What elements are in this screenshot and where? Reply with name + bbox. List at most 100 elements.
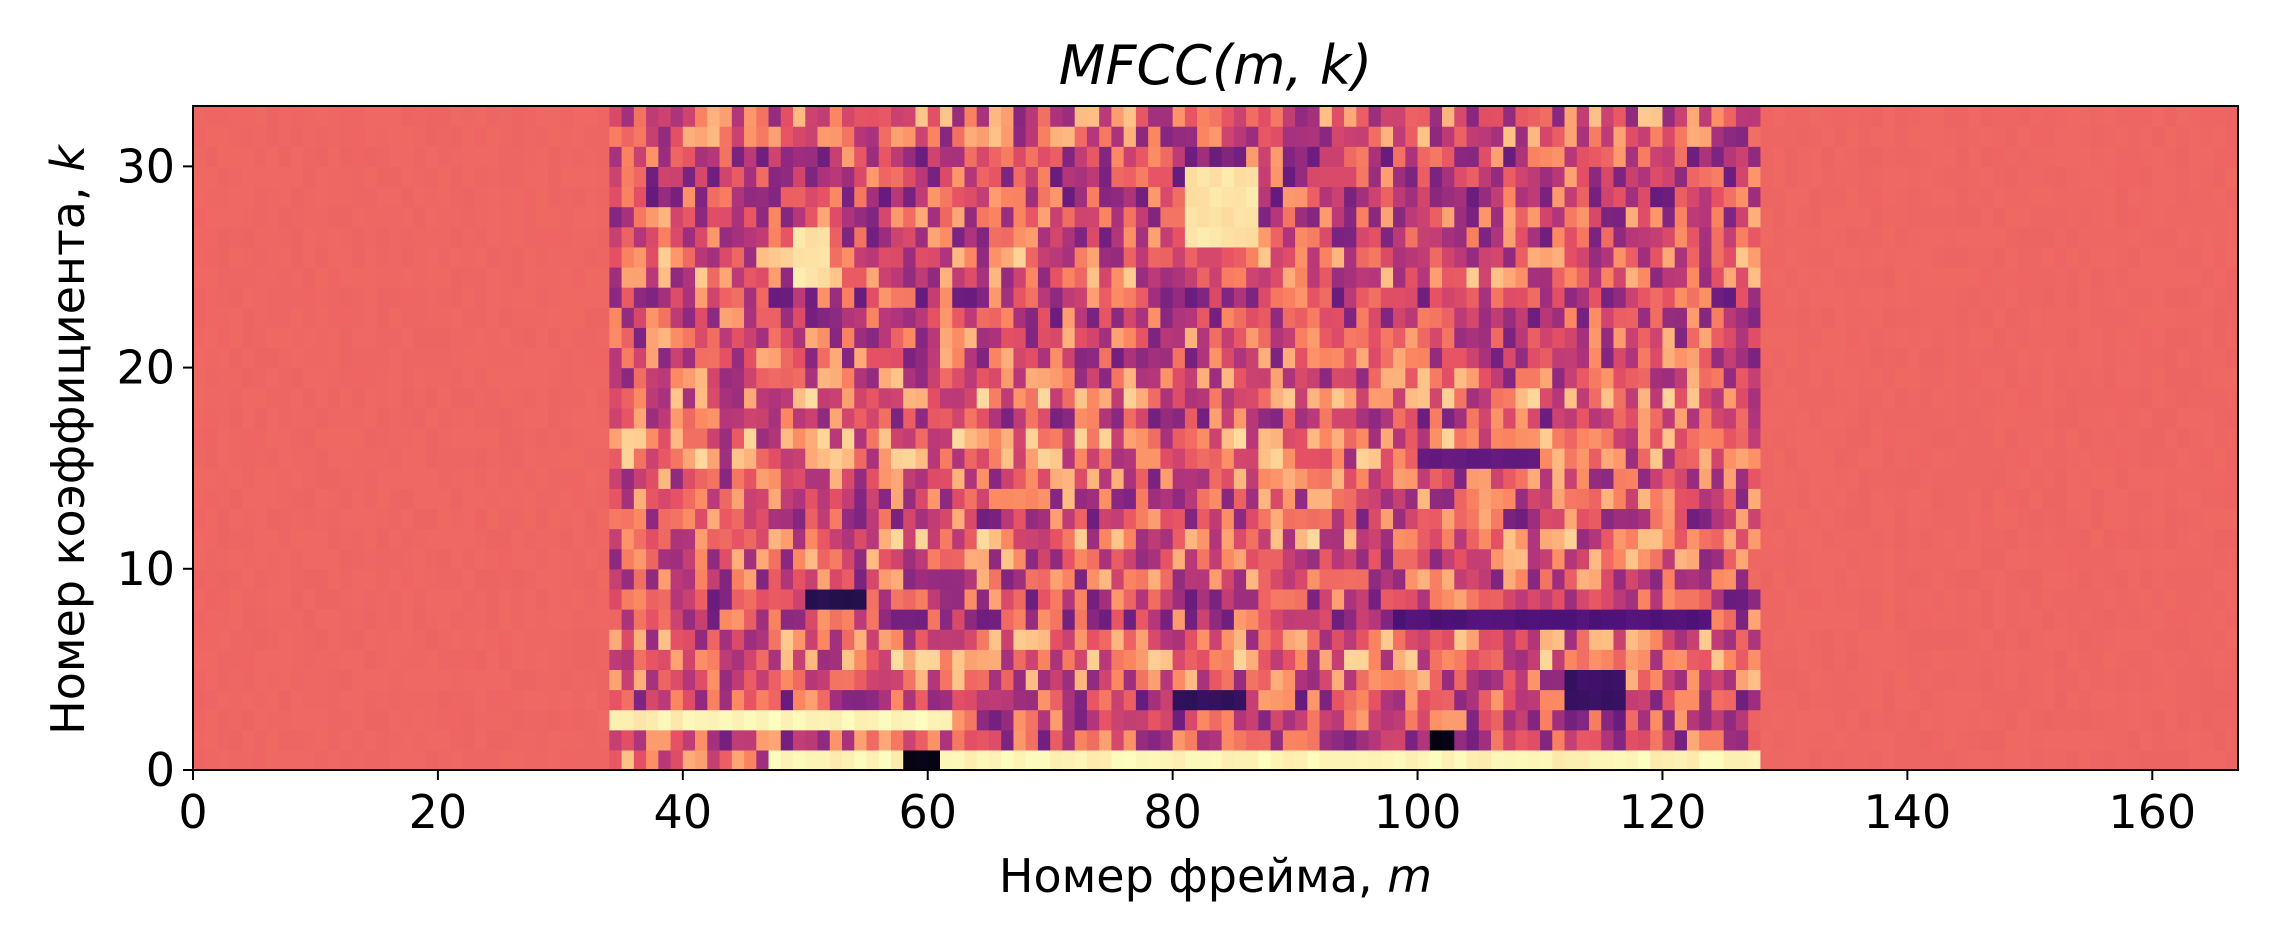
- heatmap-cell: [2054, 307, 2068, 328]
- heatmap-cell: [548, 226, 561, 248]
- heatmap-cell: [1613, 669, 1627, 691]
- heatmap-cell: [890, 246, 904, 268]
- heatmap-cell: [241, 629, 255, 650]
- heatmap-cell: [2213, 448, 2227, 469]
- heatmap-cell: [731, 287, 745, 308]
- heatmap-cell: [805, 508, 819, 530]
- heatmap-cell: [2042, 588, 2055, 610]
- heatmap-cell: [805, 427, 819, 449]
- heatmap-cell: [1540, 649, 1553, 670]
- heatmap-cell: [1674, 246, 1688, 268]
- heatmap-cell: [511, 266, 525, 288]
- heatmap-cell: [2225, 749, 2239, 771]
- heatmap-cell: [744, 689, 757, 711]
- heatmap-cell: [719, 448, 733, 469]
- heatmap-cell: [450, 186, 464, 208]
- heatmap-cell: [1772, 508, 1786, 530]
- heatmap-cell: [1772, 246, 1786, 268]
- heatmap-cell: [1858, 729, 1872, 751]
- heatmap-cell: [1319, 729, 1333, 751]
- heatmap-cell: [205, 448, 219, 469]
- heatmap-cell: [1588, 427, 1602, 449]
- heatmap-cell: [217, 307, 231, 328]
- heatmap-cell: [1527, 327, 1541, 349]
- heatmap-cell: [486, 266, 500, 288]
- heatmap-cell: [682, 488, 696, 510]
- heatmap-cell: [229, 226, 243, 248]
- heatmap-cell: [2042, 649, 2055, 670]
- heatmap-cell: [1074, 749, 1088, 771]
- heatmap-cell: [1368, 448, 1382, 469]
- heatmap-cell: [621, 528, 635, 550]
- heatmap-cell: [964, 689, 978, 711]
- heatmap-cell: [1466, 588, 1480, 610]
- heatmap-cell: [988, 287, 1002, 308]
- heatmap-cell: [1784, 729, 1798, 751]
- heatmap-cell: [1735, 689, 1749, 711]
- heatmap-cell: [1246, 387, 1259, 409]
- heatmap-cell: [1123, 347, 1137, 369]
- heatmap-cell: [523, 528, 537, 550]
- heatmap-cell: [1944, 186, 1957, 208]
- heatmap-cell: [2078, 729, 2092, 751]
- heatmap-cell: [1772, 287, 1786, 308]
- heatmap-cell: [1625, 448, 1639, 469]
- heatmap-cell: [1209, 307, 1223, 328]
- heatmap-cell: [915, 166, 929, 188]
- heatmap-cell: [2029, 226, 2043, 248]
- heatmap-cell: [939, 226, 953, 248]
- heatmap-cell: [805, 448, 819, 469]
- heatmap-cell: [548, 287, 561, 308]
- heatmap-cell: [1442, 629, 1455, 650]
- heatmap-cell: [768, 246, 782, 268]
- heatmap-cell: [915, 226, 929, 248]
- heatmap-cell: [2140, 427, 2153, 449]
- heatmap-cell: [474, 749, 488, 771]
- heatmap-cell: [1491, 588, 1504, 610]
- heatmap-cell: [780, 749, 794, 771]
- heatmap-cell: [1331, 307, 1345, 328]
- heatmap-cell: [2042, 629, 2055, 650]
- heatmap-cell: [1466, 548, 1480, 570]
- heatmap-cell: [1491, 609, 1504, 630]
- heatmap-cell: [1613, 468, 1627, 489]
- heatmap-cell: [2017, 468, 2031, 489]
- heatmap-cell: [1307, 468, 1321, 489]
- heatmap-cell: [1699, 226, 1713, 248]
- heatmap-cell: [535, 367, 549, 389]
- heatmap-cell: [1295, 669, 1308, 691]
- heatmap-cell: [1711, 206, 1725, 228]
- heatmap-cell: [437, 588, 451, 610]
- heatmap-cell: [1895, 649, 1908, 670]
- heatmap-cell: [2127, 407, 2141, 429]
- heatmap-cell: [1674, 186, 1688, 208]
- heatmap-cell: [1784, 206, 1798, 228]
- heatmap-cell: [1344, 749, 1357, 771]
- heatmap-cell: [1625, 387, 1639, 409]
- heatmap-cell: [278, 669, 292, 691]
- heatmap-cell: [2029, 206, 2043, 228]
- heatmap-cell: [1980, 246, 1994, 268]
- heatmap-cell: [401, 448, 415, 469]
- heatmap-cell: [719, 387, 733, 409]
- heatmap-cell: [1601, 367, 1615, 389]
- heatmap-cell: [1772, 186, 1786, 208]
- heatmap-cell: [2140, 588, 2153, 610]
- heatmap-cell: [523, 508, 537, 530]
- heatmap-cell: [609, 669, 623, 691]
- heatmap-cell: [817, 407, 831, 429]
- heatmap-cell: [1172, 528, 1186, 550]
- heatmap-cell: [2225, 347, 2239, 369]
- heatmap-cell: [1956, 749, 1970, 771]
- heatmap-cell: [1380, 347, 1394, 369]
- heatmap-cell: [1344, 649, 1357, 670]
- heatmap-cell: [413, 649, 427, 670]
- heatmap-cell: [1576, 266, 1590, 288]
- heatmap-cell: [915, 669, 929, 691]
- heatmap-cell: [1050, 387, 1064, 409]
- heatmap-cell: [2103, 528, 2117, 550]
- heatmap-cell: [560, 448, 574, 469]
- heatmap-cell: [1588, 669, 1602, 691]
- heatmap-cell: [1540, 508, 1553, 530]
- heatmap-cell: [1907, 327, 1921, 349]
